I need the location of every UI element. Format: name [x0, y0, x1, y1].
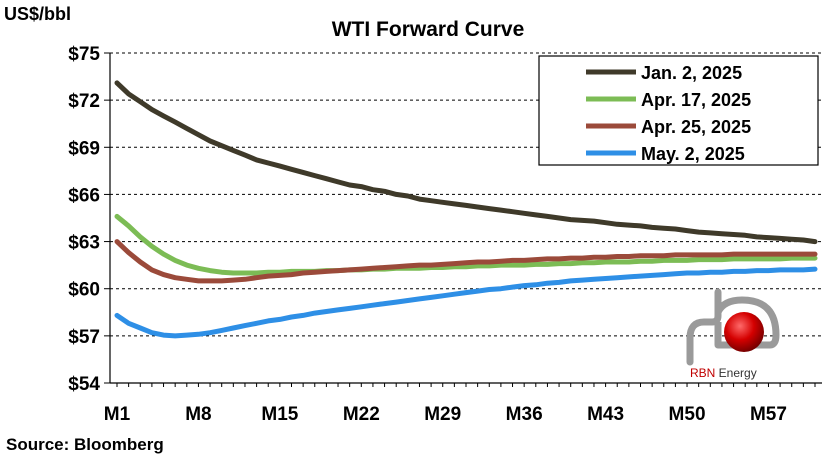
y-tick-label-2: $60 — [68, 280, 100, 301]
series-lines — [114, 80, 818, 339]
logo-red-ball — [724, 312, 764, 352]
y-tick-label-4: $66 — [68, 185, 100, 206]
legend-label-0: Jan. 2, 2025 — [641, 63, 742, 83]
x-tick-label-1: M8 — [185, 404, 211, 425]
y-tick-label-3: $63 — [68, 233, 100, 254]
legend-label-2: Apr. 25, 2025 — [641, 117, 751, 137]
logo-pipe-right — [714, 296, 780, 349]
x-tick-label-3: M22 — [343, 404, 380, 425]
y-axis-ticks: $54 $57 $60 $63 $66 $69 $72 $75 — [68, 44, 110, 395]
x-tick-label-7: M50 — [669, 404, 706, 425]
x-tick-label-5: M36 — [506, 404, 543, 425]
series-line-0 — [114, 80, 818, 245]
x-axis-ticks: M1 M8 M15 M22 M29 M36 M43 M50 M57 — [104, 383, 816, 425]
y-tick-label-5: $69 — [68, 138, 100, 159]
legend-label-1: Apr. 17, 2025 — [641, 90, 751, 110]
y-tick-label-0: $54 — [68, 374, 100, 395]
y-tick-label-1: $57 — [68, 327, 100, 348]
rbn-energy-logo: RBN Energy — [686, 288, 780, 380]
logo-text: RBN Energy — [690, 366, 757, 380]
x-tick-label-6: M43 — [587, 404, 624, 425]
chart-title: WTI Forward Curve — [332, 18, 525, 41]
y-tick-label-6: $72 — [68, 91, 100, 112]
series-line-1 — [114, 213, 818, 276]
logo-pipe-left — [686, 288, 722, 366]
x-tick-label-8: M57 — [750, 404, 787, 425]
y-axis-unit-label: US$/bbl — [4, 4, 71, 24]
legend: Jan. 2, 2025 Apr. 17, 2025 Apr. 25, 2025 Ma… — [538, 55, 819, 166]
source-note: Source: Bloomberg — [6, 435, 164, 454]
x-tick-label-2: M15 — [261, 404, 298, 425]
series-line-2 — [114, 239, 818, 284]
legend-box — [538, 55, 819, 166]
y-tick-label-7: $75 — [68, 44, 100, 65]
x-tick-label-4: M29 — [424, 404, 461, 425]
series-line-3 — [114, 266, 818, 339]
x-tick-label-0: M1 — [104, 404, 131, 425]
legend-label-3: May. 2, 2025 — [641, 144, 745, 164]
